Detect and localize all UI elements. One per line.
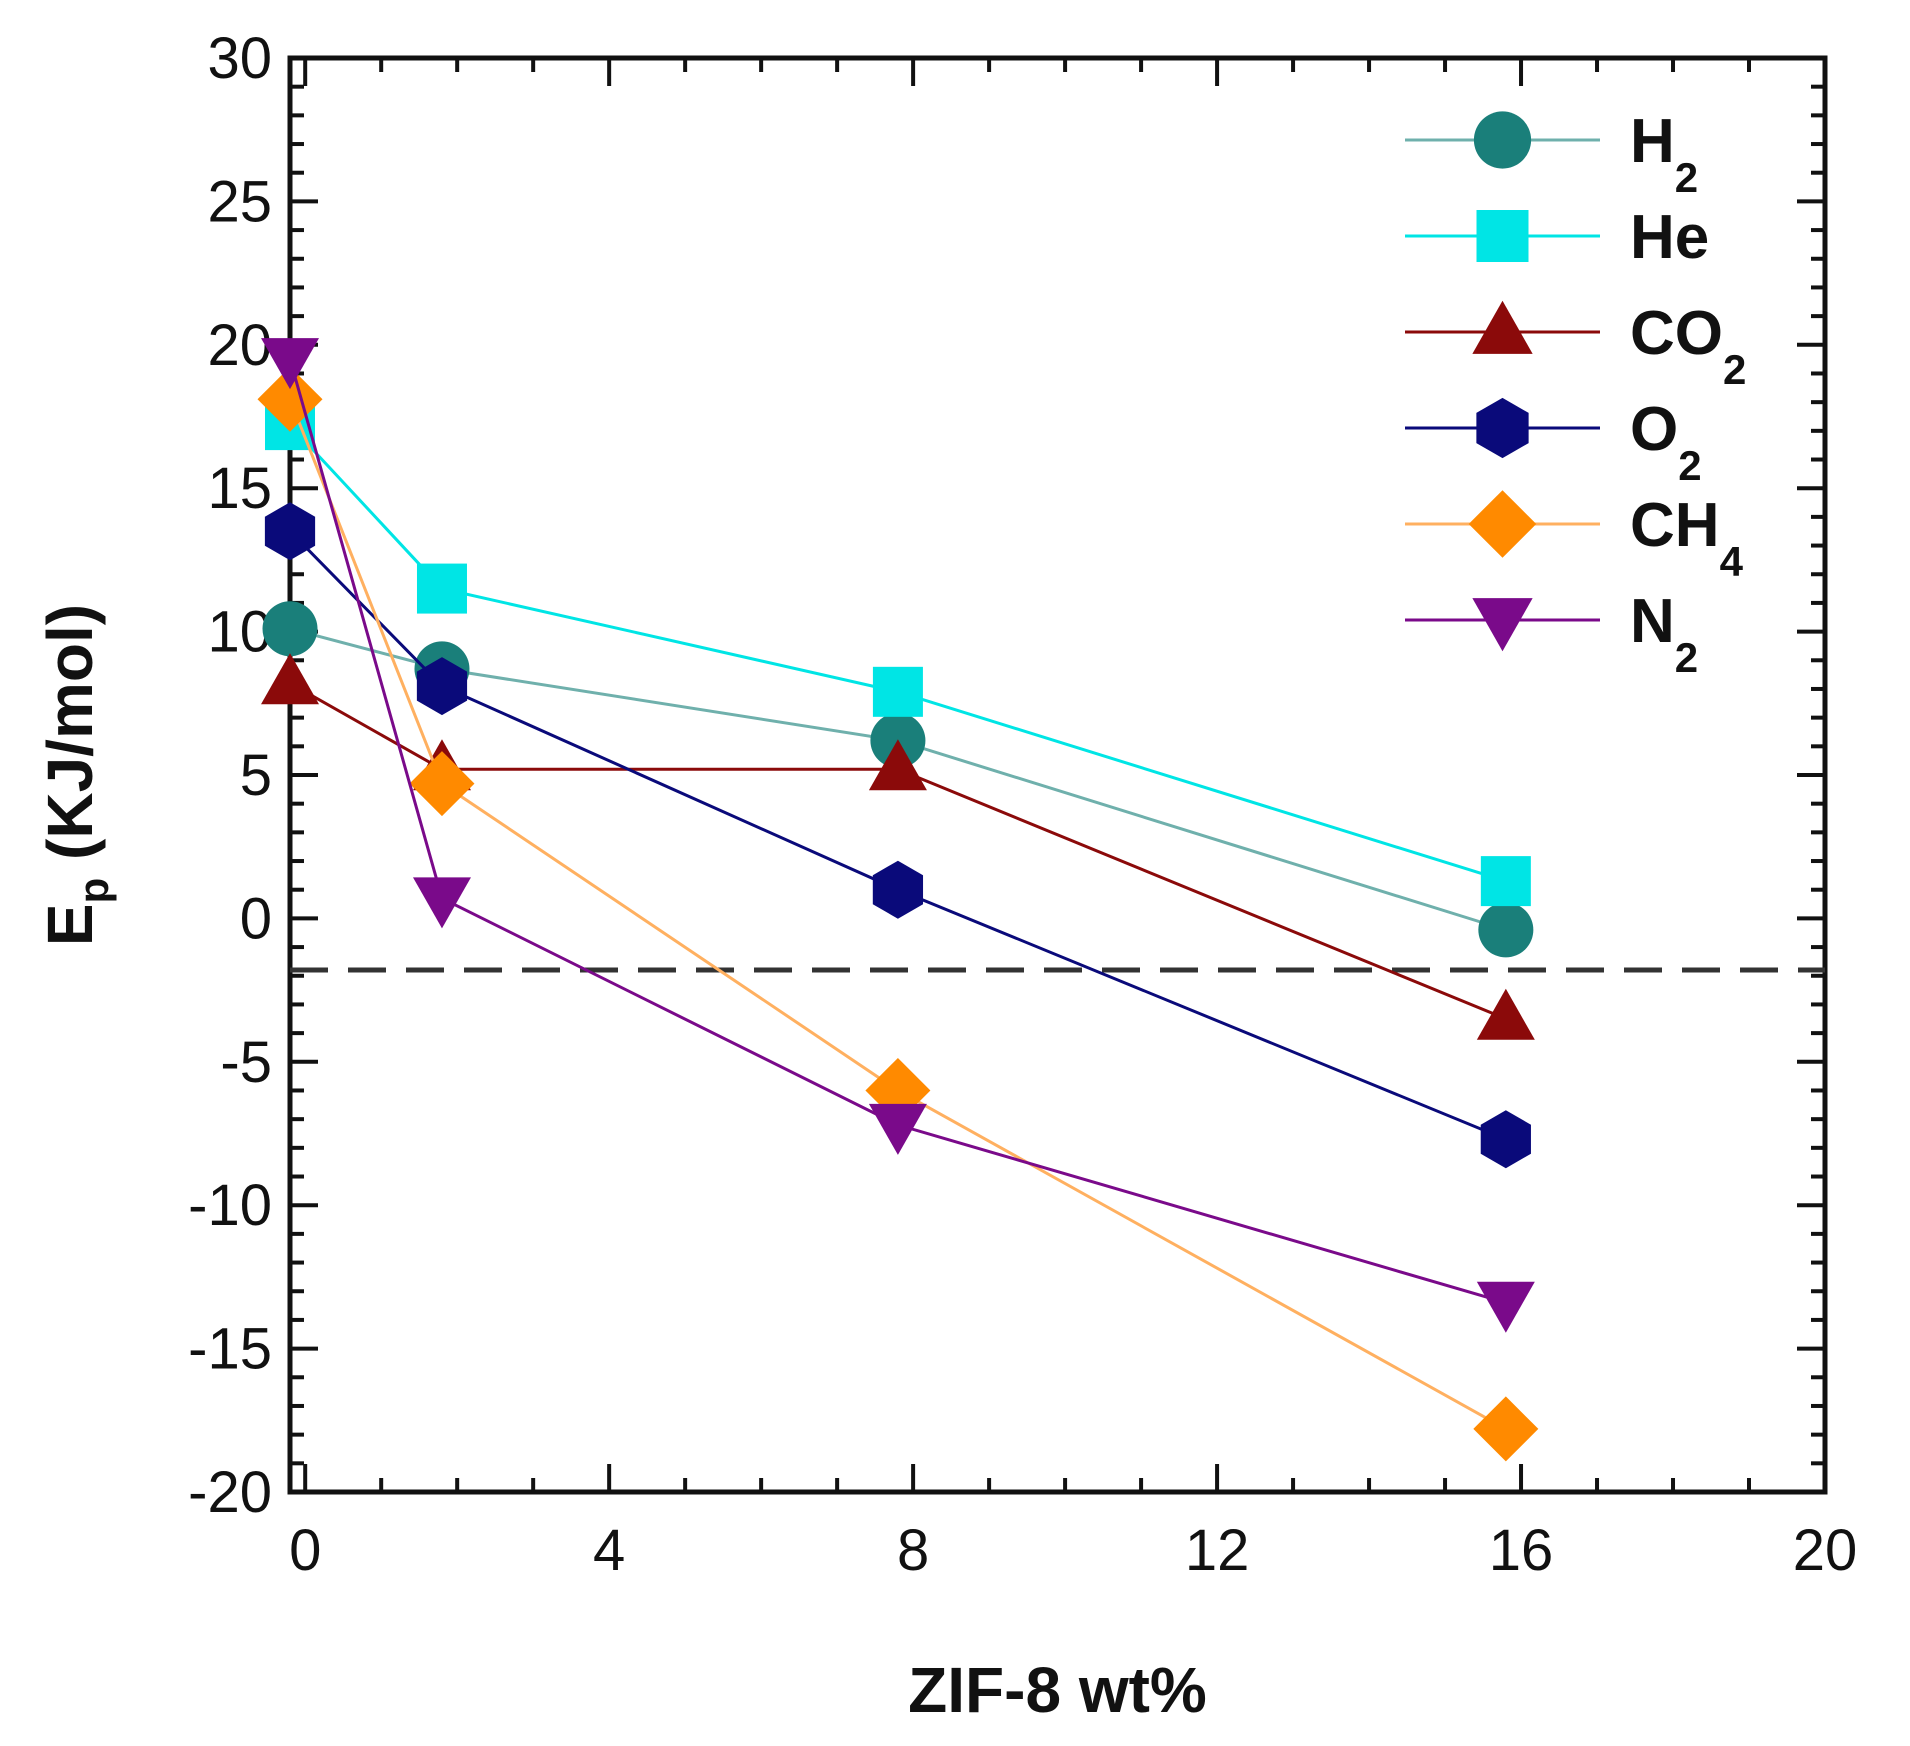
legend-label-main: O <box>1630 395 1678 464</box>
y-axis-title-sub: p <box>70 878 117 904</box>
legend-item: H2 <box>1405 107 1698 201</box>
series-line <box>288 398 1507 1431</box>
series-line <box>289 681 1507 1021</box>
series-group <box>257 338 1539 1462</box>
data-point <box>1473 1396 1539 1462</box>
legend-label-sub: 2 <box>1675 154 1698 201</box>
legend-item: O2 <box>1405 395 1702 489</box>
y-axis-title-main: E <box>34 903 106 946</box>
legend-label-main: N <box>1630 587 1675 656</box>
x-tick-label: 4 <box>593 1518 625 1583</box>
data-point <box>416 657 468 716</box>
legend-item: CO2 <box>1405 299 1746 393</box>
data-point <box>872 666 923 717</box>
y-tick-label: 20 <box>207 313 272 378</box>
legend-label-sub: 4 <box>1720 538 1744 585</box>
data-point <box>1476 1281 1535 1333</box>
x-tick-label: 16 <box>1489 1518 1554 1583</box>
legend-label: CO2 <box>1630 299 1746 393</box>
legend-label: N2 <box>1630 587 1698 681</box>
legend-marker <box>1468 490 1537 558</box>
legend-label-sub: 2 <box>1678 442 1701 489</box>
x-tick-label: 8 <box>897 1518 929 1583</box>
x-tick-label: 0 <box>289 1518 321 1583</box>
legend-label-main: CH <box>1630 491 1720 560</box>
legend-item: N2 <box>1405 587 1698 681</box>
legend-marker <box>1472 300 1533 354</box>
data-point <box>262 601 318 657</box>
x-tick-label: 20 <box>1793 1518 1858 1583</box>
legend-label: CH4 <box>1630 491 1744 585</box>
series-line <box>288 424 1507 883</box>
data-point <box>261 338 319 390</box>
data-point <box>264 502 316 561</box>
y-tick-label: -20 <box>188 1460 272 1525</box>
data-point <box>1476 988 1535 1040</box>
y-tick-label: 10 <box>207 600 272 665</box>
data-point <box>1480 856 1531 907</box>
data-point <box>868 739 927 791</box>
y-tick-label: 25 <box>207 169 272 234</box>
series-n2 <box>261 338 1535 1333</box>
legend-item: He <box>1405 203 1709 272</box>
data-point <box>868 1103 927 1155</box>
y-axis-title-unit: (KJ/mol) <box>34 604 106 878</box>
data-point <box>416 563 467 614</box>
y-tick-label: -10 <box>188 1173 272 1238</box>
legend-label-sub: 2 <box>1675 634 1698 681</box>
legend-label: H2 <box>1630 107 1698 201</box>
data-point <box>1478 902 1534 958</box>
legend-marker <box>1472 598 1533 652</box>
y-tick-label: 15 <box>207 456 272 521</box>
data-point <box>412 877 471 929</box>
y-tick-label: 30 <box>207 26 272 91</box>
data-point <box>1480 1110 1531 1169</box>
x-axis-title: ZIF-8 wt% <box>908 1654 1207 1726</box>
series-line <box>288 358 1507 1305</box>
y-tick-label: 0 <box>240 886 272 951</box>
axes-group: 0 4 8 12 16 20 30 25 20 15 10 5 0 -5 -10 -15 -20 <box>188 26 1857 1583</box>
legend-marker <box>1476 397 1529 459</box>
legend-label-main: H <box>1630 107 1675 176</box>
series-line <box>289 627 1507 932</box>
x-tick-label: 12 <box>1185 1518 1250 1583</box>
y-tick-label: 5 <box>240 743 272 808</box>
legend-marker <box>1476 210 1529 262</box>
legend-label: O2 <box>1630 395 1702 489</box>
series-he <box>265 400 1531 907</box>
series-ch4 <box>257 366 1539 1462</box>
series-o2 <box>264 502 1531 1169</box>
series-h2 <box>262 601 1534 958</box>
y-tick-label: -15 <box>188 1317 272 1382</box>
plot-frame <box>287 55 1828 1495</box>
y-axis-title: Ep (KJ/mol) <box>34 604 117 946</box>
legend-item: CH4 <box>1405 490 1744 585</box>
legend-marker <box>1473 111 1532 169</box>
y-tick-label: -5 <box>220 1030 272 1095</box>
legend-label: He <box>1630 203 1709 272</box>
data-point <box>409 751 475 817</box>
series-line <box>288 530 1507 1141</box>
data-point <box>261 653 319 705</box>
legend-label-sub: 2 <box>1723 346 1746 393</box>
legend-label-main: CO <box>1630 299 1723 368</box>
data-point <box>872 860 924 919</box>
legend-label-main: He <box>1630 203 1709 272</box>
